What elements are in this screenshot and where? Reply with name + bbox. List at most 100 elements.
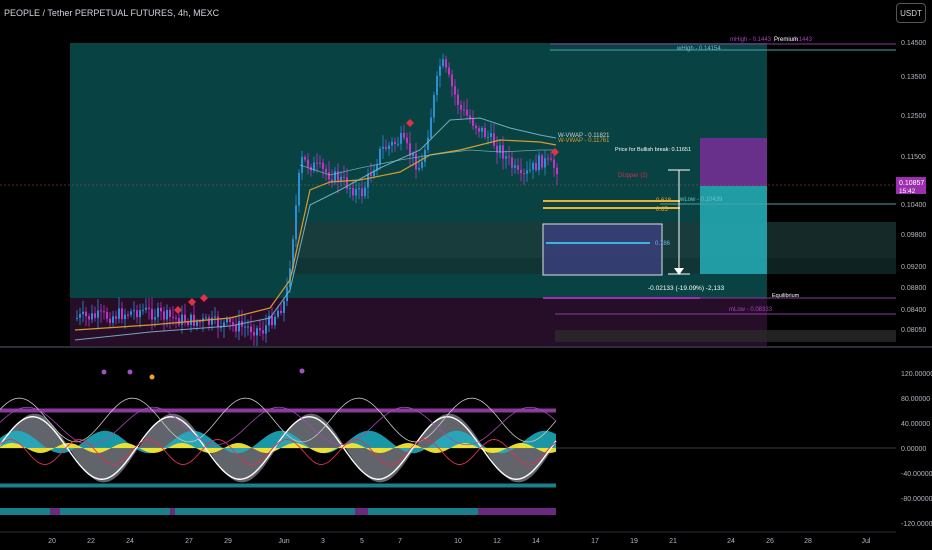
candle-body xyxy=(187,322,189,325)
candle-body xyxy=(172,316,174,318)
time-tick: 20 xyxy=(48,538,56,545)
candle-body xyxy=(244,326,246,328)
candle-body xyxy=(391,141,393,146)
time-axis: 20 22 24 27 29 Jun 3 5 7 10 12 14 17 19 21 24 26 28 Jul xyxy=(0,531,896,545)
candle-body xyxy=(193,314,195,326)
price-tick: 0.14500 xyxy=(901,40,926,47)
candle-body xyxy=(139,310,141,318)
osc-tick: 0.00000 xyxy=(901,446,926,453)
candle-body xyxy=(94,313,96,318)
candle-body xyxy=(331,179,333,182)
candle-body xyxy=(238,320,240,332)
candle-body xyxy=(322,162,324,169)
candle-body xyxy=(268,315,270,326)
candle-body xyxy=(247,326,249,328)
candle-body xyxy=(472,118,474,126)
annotation-fib-786: 0.786 xyxy=(655,241,671,247)
candle-body xyxy=(448,67,450,75)
candle-body xyxy=(457,94,459,105)
candle-body xyxy=(451,74,453,87)
candle-body xyxy=(328,172,330,180)
candle-body xyxy=(337,171,339,182)
time-tick: 21 xyxy=(669,538,677,545)
candle-body xyxy=(520,169,522,174)
time-tick: 28 xyxy=(804,538,812,545)
candle-body xyxy=(514,165,516,168)
candle-body xyxy=(394,141,396,144)
osc-gray-area xyxy=(0,413,556,483)
candle-body xyxy=(79,314,81,318)
annotation-dupper: DUpper (2) xyxy=(618,173,648,179)
candle-body xyxy=(217,316,219,328)
annotation-bullish-break: Price for Bullish break: 0.11651 xyxy=(615,147,691,153)
osc-bottom-strip xyxy=(0,508,556,515)
candle-body xyxy=(373,170,375,177)
candle-body xyxy=(229,318,231,323)
time-tick: 12 xyxy=(493,538,501,545)
time-tick: 10 xyxy=(454,538,462,545)
candle-body xyxy=(295,205,297,240)
candle-body xyxy=(430,117,432,138)
candle-body xyxy=(166,310,168,320)
time-tick: 27 xyxy=(185,538,193,545)
candle-body xyxy=(421,161,423,168)
candle-body xyxy=(406,137,408,144)
price-tick: 0.10400 xyxy=(901,202,926,209)
candle-body xyxy=(445,59,447,68)
candle-body xyxy=(532,162,534,170)
candle-body xyxy=(475,125,477,129)
candle-body xyxy=(85,311,87,317)
candle-body xyxy=(151,308,153,320)
signal-marker xyxy=(174,306,182,314)
time-tick: Jun xyxy=(278,538,289,545)
candle-body xyxy=(517,165,519,170)
candle-body xyxy=(178,318,180,325)
candle-body xyxy=(235,324,237,332)
candle-body xyxy=(433,94,435,118)
candle-body xyxy=(124,314,126,320)
price-tick: 0.09800 xyxy=(901,232,926,239)
candle-body xyxy=(301,157,303,173)
candle-body xyxy=(271,315,273,326)
candle-body xyxy=(325,168,327,173)
ema-line xyxy=(74,139,557,331)
candle-body xyxy=(211,317,213,325)
candle-body xyxy=(553,159,555,168)
annotation-wvwap: W-VWAP - 0.11821 xyxy=(558,133,610,139)
candle-body xyxy=(223,322,225,328)
osc-dot xyxy=(101,369,107,375)
candle-body xyxy=(283,301,285,313)
gray-zone xyxy=(555,330,896,342)
candle-body xyxy=(313,162,315,171)
signal-marker xyxy=(406,119,414,127)
candle-body xyxy=(400,133,402,144)
candle-body xyxy=(478,128,480,132)
price-tick: 0.08800 xyxy=(901,285,926,292)
annotation-premium: Premium xyxy=(774,37,798,43)
time-tick: 29 xyxy=(224,538,232,545)
candle-body xyxy=(361,188,363,197)
osc-tick: 120.00000 xyxy=(901,371,932,378)
basis-line xyxy=(299,149,556,176)
osc-dot xyxy=(299,368,305,374)
annotation-equilibrium: Equilibrium xyxy=(772,293,800,299)
candle-body xyxy=(346,177,348,189)
candle-body xyxy=(388,145,390,150)
candle-body xyxy=(97,310,99,318)
candle-body xyxy=(358,188,360,190)
candle-body xyxy=(250,326,252,333)
countdown-value: 15:42 xyxy=(899,188,916,195)
osc-strip-segment xyxy=(170,508,175,515)
time-tick: 26 xyxy=(766,538,774,545)
osc-tick: -80.00000 xyxy=(901,496,932,503)
candle-body xyxy=(121,308,123,320)
currency-button[interactable]: USDT xyxy=(896,3,926,23)
price-tick: 0.08400 xyxy=(901,307,926,314)
candle-body xyxy=(418,167,420,170)
time-tick: 22 xyxy=(87,538,95,545)
candle-body xyxy=(499,145,501,153)
candle-body xyxy=(439,65,441,76)
price-axis: 0.14500 0.13500 0.12500 0.11500 0.10400 0.098… xyxy=(896,40,926,334)
